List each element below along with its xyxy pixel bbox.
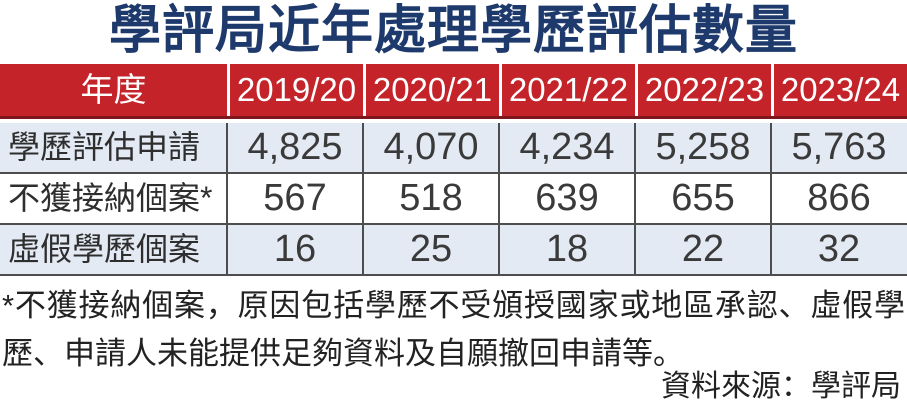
row-label: 虛假學歷個案 [8,231,201,267]
column-divider [498,123,500,276]
cell-value: 16 [273,228,317,270]
cell-value: 5,763 [791,126,887,168]
header-cell-year-label: 年度 [80,71,147,108]
table-row-fake-qualification-cases: 虛假學歷個案 16 25 18 22 32 [0,225,907,276]
table-row-applications: 學歷評估申請 4,825 4,070 4,234 5,258 5,763 [0,123,907,174]
table-body: 學歷評估申請 4,825 4,070 4,234 5,258 5,763 不獲接… [0,123,907,276]
cell-value: 18 [545,228,589,270]
cell-value: 22 [681,228,725,270]
cell-value: 5,258 [655,126,751,168]
cell-value: 4,234 [519,126,615,168]
cell-value: 4,825 [247,126,343,168]
column-divider [634,123,636,276]
cell-value: 25 [409,228,453,270]
cell-value: 866 [807,177,871,219]
cell-value: 639 [535,177,599,219]
footnote-text: *不獲接納個案，原因包括學歷不受頒授國家或地區承認、虛假學歷、申請人未能提供足夠… [2,288,905,371]
cell-value: 655 [671,177,735,219]
cell-value: 4,070 [383,126,479,168]
column-divider [226,123,228,276]
row-label: 學歷評估申請 [8,129,201,165]
header-cell-2022-23: 2022/23 [635,64,771,116]
column-divider [770,123,772,276]
header-cell-2021-22: 2021/22 [499,64,635,116]
header-cell-2019-20: 2019/20 [227,64,363,116]
table-row-rejected-cases: 不獲接納個案* 567 518 639 655 866 [0,174,907,225]
source-attribution: 資料來源：學評局 [661,370,901,403]
page-title: 學評局近年處理學歷評估數量 [108,2,798,60]
header-cell-2020-21: 2020/21 [363,64,499,116]
cell-value: 518 [399,177,463,219]
cell-value: 567 [263,177,327,219]
table-header-row: 年度 2019/20 2020/21 2021/22 2022/23 2023/… [0,64,907,119]
header-cell-2023-24: 2023/24 [771,64,907,116]
column-divider [362,123,364,276]
assessment-table: 年度 2019/20 2020/21 2021/22 2022/23 2023/… [0,64,907,276]
cell-value: 32 [817,228,861,270]
row-label: 不獲接納個案* [8,180,213,216]
